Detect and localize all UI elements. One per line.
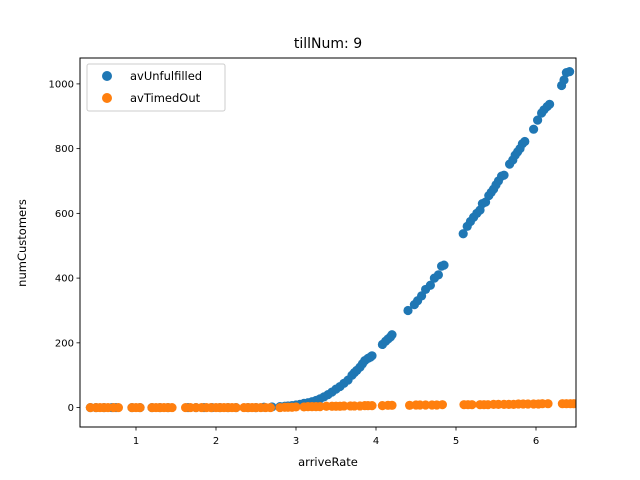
- legend-label-avTimedOut: avTimedOut: [130, 91, 201, 105]
- point-avTimedOut-15: [167, 402, 177, 413]
- point-avUnfulfilled-94: [565, 66, 575, 77]
- point-avUnfulfilled-90: [545, 99, 555, 109]
- point-avTimedOut-68: [467, 400, 477, 410]
- legend-marker-avUnfulfilled: [102, 71, 112, 81]
- point-avTimedOut-49: [339, 401, 349, 411]
- point-avUnfulfilled-86: [533, 115, 543, 125]
- legend-marker-avTimedOut: [102, 93, 112, 103]
- y-tick-label-1000: 1000: [49, 79, 74, 90]
- point-avUnfulfilled-92: [559, 75, 569, 85]
- point-avUnfulfilled-47: [367, 351, 377, 361]
- point-avTimedOut-9: [135, 402, 145, 413]
- point-avTimedOut-55: [367, 401, 377, 411]
- y-tick-label-200: 200: [55, 338, 74, 349]
- x-tick-label-6: 6: [533, 436, 539, 447]
- point-avTimedOut-62: [421, 400, 431, 410]
- y-tick-label-0: 0: [68, 403, 74, 414]
- chart-title: tillNum: 9: [294, 36, 362, 52]
- y-tick-label-600: 600: [55, 209, 74, 220]
- y-axis: 0 200 400 600 800 1000: [49, 79, 80, 414]
- legend: avUnfulfilled avTimedOut: [86, 63, 226, 112]
- x-tick-label-5: 5: [453, 436, 459, 447]
- y-axis-label: numCustomers: [15, 199, 29, 287]
- plot-frame: [79, 57, 577, 428]
- point-avUnfulfilled-52: [387, 330, 397, 340]
- point-avTimedOut-27: [231, 402, 241, 413]
- legend-box: [86, 63, 226, 112]
- series-layer: [85, 66, 576, 413]
- point-avUnfulfilled-60: [433, 270, 443, 280]
- point-avUnfulfilled-58: [425, 280, 435, 290]
- point-avTimedOut-87: [569, 399, 576, 409]
- point-avTimedOut-83: [543, 399, 553, 409]
- point-avTimedOut-39: [291, 402, 301, 412]
- point-avUnfulfilled-84: [520, 136, 530, 147]
- x-axis: 1 2 3 4 5 6: [133, 427, 539, 447]
- point-avUnfulfilled-62: [439, 260, 449, 270]
- legend-label-avUnfulfilled: avUnfulfilled: [130, 69, 202, 83]
- x-axis-label: arriveRate: [298, 455, 358, 469]
- point-avUnfulfilled-85: [529, 124, 539, 134]
- x-tick-label-1: 1: [133, 436, 139, 447]
- y-tick-label-400: 400: [55, 274, 74, 285]
- point-avTimedOut-6: [113, 402, 123, 413]
- series-avTimedOut: [85, 399, 576, 413]
- point-avTimedOut-34: [265, 402, 275, 413]
- point-avTimedOut-65: [437, 400, 447, 410]
- x-tick-label-2: 2: [213, 436, 219, 447]
- point-avTimedOut-58: [387, 400, 397, 410]
- y-tick-label-800: 800: [55, 144, 74, 155]
- point-avUnfulfilled-63: [458, 229, 468, 239]
- x-tick-label-3: 3: [293, 436, 299, 447]
- x-tick-label-4: 4: [373, 436, 379, 447]
- point-avUnfulfilled-53: [403, 305, 413, 316]
- point-avUnfulfilled-77: [499, 170, 509, 180]
